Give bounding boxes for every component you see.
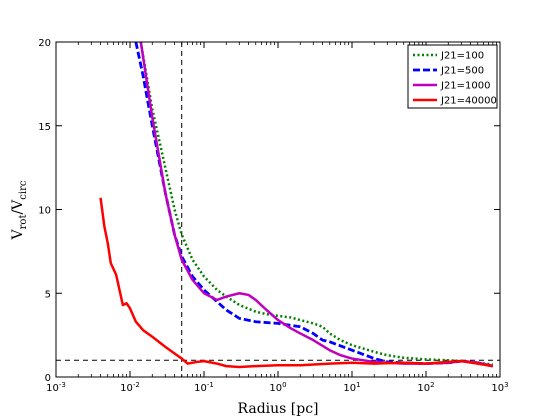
y-axis-label: Vrot/Vcirc <box>10 180 29 240</box>
x-tick-label-exponent: -3 <box>59 381 66 389</box>
y-label-sub-circ: circ <box>18 180 29 200</box>
x-tick-label-base: 10 <box>120 383 133 394</box>
y-label-v: V <box>10 228 26 240</box>
y-label-sub-rot: rot <box>18 215 29 230</box>
x-tick-label-base: 10 <box>269 383 282 394</box>
x-tick-label-exponent: -1 <box>207 381 214 389</box>
x-tick-label: 103 <box>491 381 508 394</box>
y-tick-label: 5 <box>45 289 51 300</box>
x-tick-label: 10-3 <box>46 381 66 394</box>
x-tick-label-exponent: 2 <box>430 381 434 389</box>
legend-box <box>407 44 498 109</box>
x-tick-label: 102 <box>417 381 434 394</box>
y-label-separator: /V <box>10 199 26 215</box>
legend-label-1: J21=100 <box>440 51 484 62</box>
x-tick-label-base: 10 <box>46 383 59 394</box>
x-tick-label-base: 10 <box>491 383 504 394</box>
y-tick-label: 15 <box>38 122 51 133</box>
legend-label-3: J21=1000 <box>440 81 491 92</box>
legend-label-4: J21=40000 <box>440 96 497 107</box>
x-tick-label-exponent: 1 <box>356 381 360 389</box>
y-tick-label: 20 <box>38 38 51 49</box>
x-tick-label-base: 10 <box>417 383 430 394</box>
y-tick-label: 10 <box>38 206 51 217</box>
legend-items: J21=100 J21=500 J21=1000 J21=40000 <box>413 51 497 107</box>
x-tick-label: 10-1 <box>194 381 214 394</box>
x-tick-label: 100 <box>269 381 286 394</box>
x-tick-label: 101 <box>343 381 360 394</box>
legend: J21=100 J21=500 J21=1000 J21=40000 <box>407 44 498 109</box>
x-tick-label-base: 10 <box>194 383 207 394</box>
series-line-4 <box>99 197 494 369</box>
x-tick-label-exponent: -2 <box>133 381 140 389</box>
x-tick-label-base: 10 <box>343 383 356 394</box>
x-tick-label-exponent: 0 <box>282 381 286 389</box>
series-layer <box>99 42 494 369</box>
x-tick-label-exponent: 3 <box>504 381 508 389</box>
y-tick-label: 0 <box>45 373 51 384</box>
legend-label-2: J21=500 <box>440 66 484 77</box>
x-axis-label: Radius [pc] <box>237 401 318 417</box>
x-tick-label: 10-2 <box>120 381 140 394</box>
